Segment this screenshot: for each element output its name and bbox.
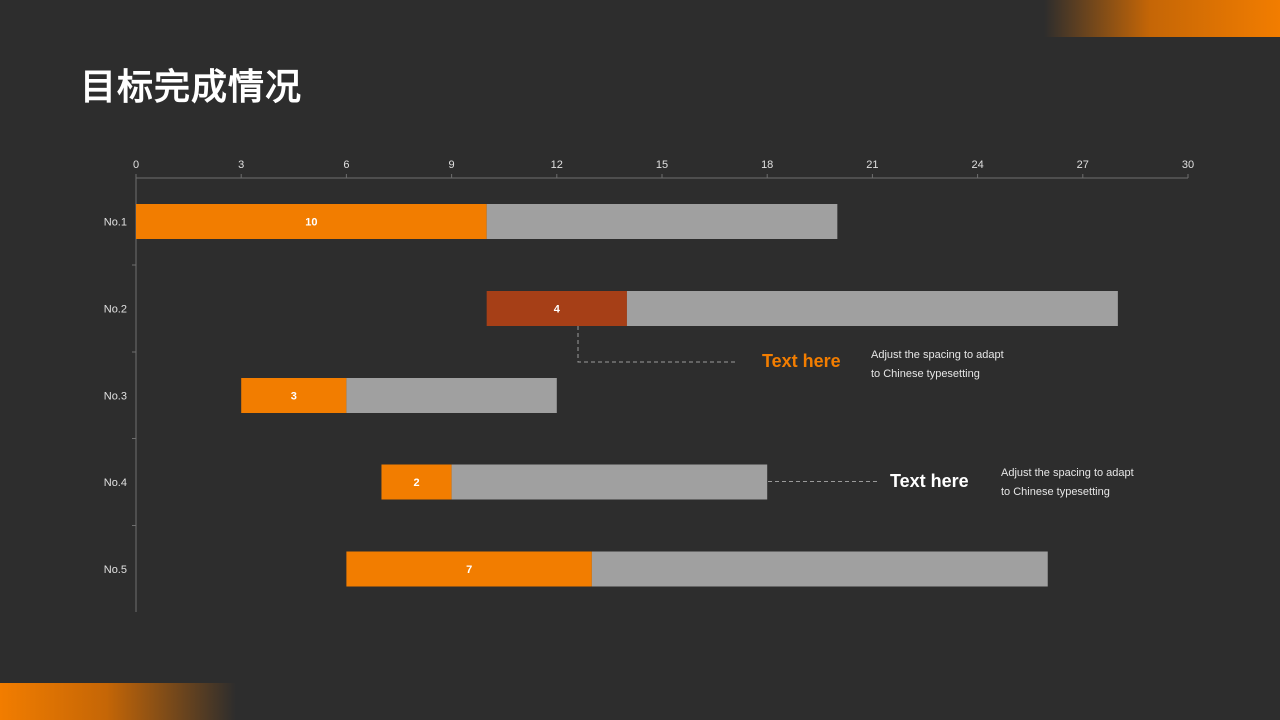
callout-2-text: Adjust the spacing to adapt to Chinese t…	[1001, 464, 1141, 502]
bottom-left-accent-bar	[0, 683, 236, 720]
category-label: No.1	[104, 217, 127, 229]
x-tick-label: 0	[133, 159, 139, 171]
bar-data-label: 2	[413, 477, 419, 489]
callout-1-text: Adjust the spacing to adapt to Chinese t…	[871, 346, 1011, 384]
remaining-bar-segment	[346, 378, 557, 413]
x-tick-label: 30	[1182, 159, 1194, 171]
callout-1-connector	[577, 326, 736, 363]
callout-2-title: Text here	[890, 471, 969, 491]
bar-data-label: 4	[554, 304, 561, 316]
remaining-bar-segment	[626, 291, 1118, 326]
x-tick-label: 12	[551, 159, 563, 171]
page-title: 目标完成情况	[80, 67, 303, 108]
callout-1-title: Text here	[762, 351, 841, 371]
callout-1-text-line1: Adjust the spacing to adapt	[871, 349, 1004, 361]
category-label: No.5	[104, 564, 127, 576]
callout-1-text-line2: to Chinese typesetting	[871, 368, 980, 380]
x-tick-label: 15	[656, 159, 668, 171]
bar-data-label: 10	[305, 217, 317, 229]
category-label: No.3	[104, 391, 127, 403]
callout-2-text-line2: to Chinese typesetting	[1001, 486, 1110, 498]
x-tick-label: 6	[343, 159, 349, 171]
x-tick-label: 24	[971, 159, 983, 171]
x-tick-label: 18	[761, 159, 773, 171]
bar-data-label: 7	[466, 564, 472, 576]
remaining-bar-segment	[591, 551, 1048, 587]
progress-bar-segment	[486, 291, 627, 326]
progress-bar-segment	[346, 551, 592, 587]
x-tick-label: 9	[449, 159, 455, 171]
progress-bar-segment	[241, 378, 347, 413]
progress-bar-segment	[381, 464, 452, 500]
category-label: No.2	[104, 304, 127, 316]
x-tick-label: 27	[1077, 159, 1089, 171]
callout-2-text-line1: Adjust the spacing to adapt	[1001, 467, 1134, 479]
category-label: No.4	[104, 477, 127, 489]
top-right-accent-bar	[1044, 0, 1280, 37]
bar-data-label: 3	[291, 391, 297, 403]
x-tick-label: 3	[238, 159, 244, 171]
remaining-bar-segment	[486, 204, 838, 239]
x-tick-label: 21	[866, 159, 878, 171]
remaining-bar-segment	[451, 464, 768, 500]
progress-bar-segment	[136, 204, 487, 239]
